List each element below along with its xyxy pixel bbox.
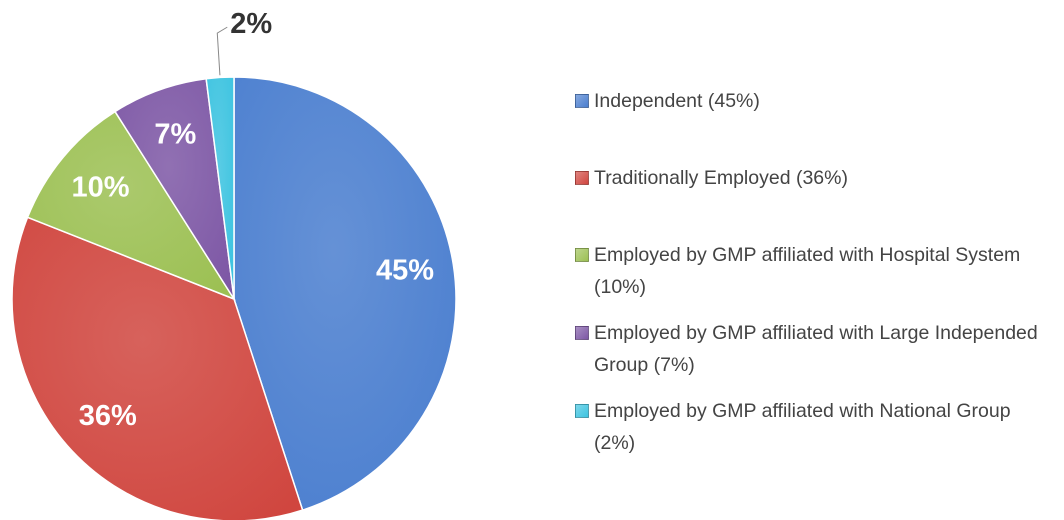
data-label: 7% bbox=[154, 119, 196, 151]
legend-item: Traditionally Employed (36%) bbox=[575, 162, 1055, 194]
pie-slice bbox=[233, 76, 457, 512]
legend-item: Independent (45%) bbox=[575, 85, 1055, 117]
legend-label: Independent (45%) bbox=[594, 90, 760, 112]
legend-item: Employed by GMP affiliated with Hospital… bbox=[575, 239, 1055, 303]
data-label: 2% bbox=[230, 8, 272, 40]
legend-label: Employed by GMP affiliated with Large In… bbox=[594, 322, 1038, 376]
leader-line bbox=[216, 26, 228, 76]
legend-swatch bbox=[575, 326, 589, 340]
pie-slice bbox=[205, 76, 235, 300]
legend-swatch bbox=[575, 94, 589, 108]
legend-item: Employed by GMP affiliated with National… bbox=[575, 395, 1055, 459]
legend-swatch bbox=[575, 171, 589, 185]
legend-swatch bbox=[575, 404, 589, 418]
legend-label: Employed by GMP affiliated with Hospital… bbox=[594, 244, 1021, 298]
legend-swatch bbox=[575, 248, 589, 262]
legend-label: Employed by GMP affiliated with National… bbox=[594, 400, 1011, 454]
data-label: 36% bbox=[79, 400, 137, 432]
legend-label: Traditionally Employed (36%) bbox=[594, 167, 848, 189]
legend-item: Employed by GMP affiliated with Large In… bbox=[575, 317, 1055, 381]
pie-slice bbox=[26, 110, 236, 301]
pie-slice bbox=[11, 216, 304, 520]
data-label: 10% bbox=[72, 171, 130, 203]
data-label: 45% bbox=[376, 255, 434, 287]
